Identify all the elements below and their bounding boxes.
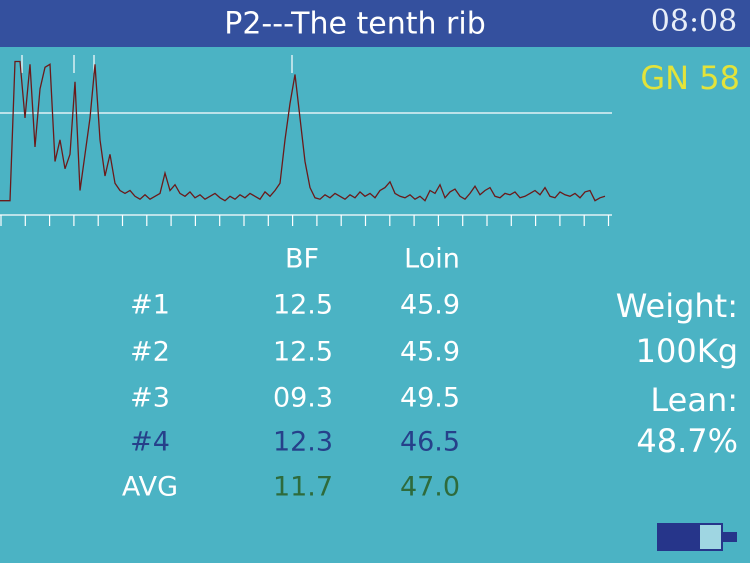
cell-value: 46.5 <box>400 427 460 458</box>
cell-value: 47.0 <box>400 472 460 503</box>
gn-label: GN 58 <box>640 59 740 97</box>
column-header: Loin <box>404 244 460 275</box>
row-label: AVG <box>122 472 178 503</box>
row-label: #3 <box>130 383 170 414</box>
axis-ticks <box>0 215 610 226</box>
top-markers <box>21 55 293 73</box>
cell-value: 12.3 <box>273 427 333 458</box>
cell-value: 49.5 <box>400 383 460 414</box>
cell-value: 11.7 <box>273 472 333 503</box>
weight-value: 100Kg <box>636 332 738 370</box>
cell-value: 12.5 <box>273 290 333 321</box>
row-label: #1 <box>130 290 170 321</box>
lean-value: 48.7% <box>636 422 738 460</box>
cell-value: 45.9 <box>400 290 460 321</box>
cell-value: 09.3 <box>273 383 333 414</box>
column-header: BF <box>285 244 319 275</box>
clock: 08:08 <box>651 4 737 39</box>
header-bar <box>0 0 750 47</box>
row-label: #4 <box>130 427 170 458</box>
weight-label: Weight: <box>616 287 738 325</box>
cell-value: 12.5 <box>273 337 333 368</box>
lean-label: Lean: <box>650 381 738 419</box>
cell-value: 45.9 <box>400 337 460 368</box>
waveform-trace <box>0 60 606 202</box>
screen-title: P2---The tenth rib <box>224 7 486 42</box>
row-label: #2 <box>130 337 170 368</box>
battery-icon <box>657 523 737 551</box>
results-table: BF Loin #1 12.5 45.9 #2 12.5 45.9 #3 09.3 49.5 #4… <box>122 244 460 503</box>
